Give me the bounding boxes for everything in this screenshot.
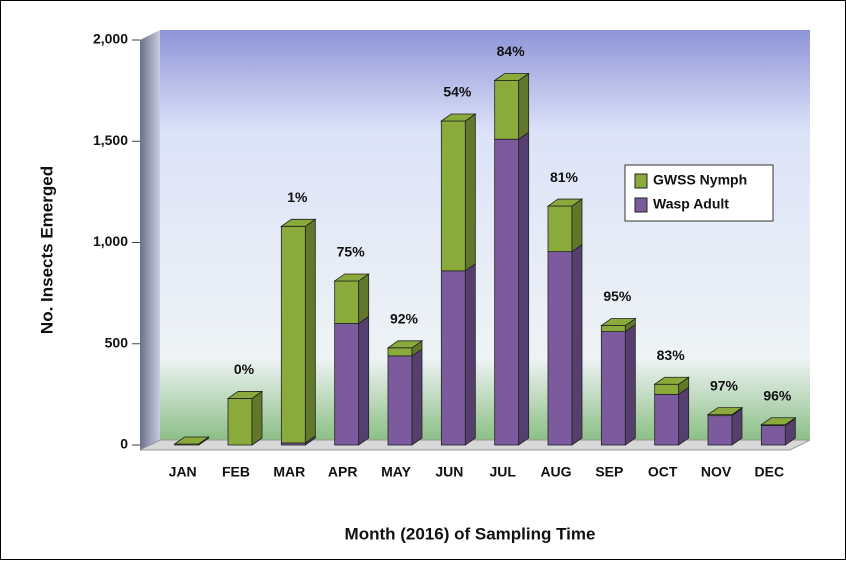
bar-label: 84% [497,43,526,59]
bar-side [464,263,476,446]
bar-top [280,218,317,227]
bar-top [173,436,210,445]
y-tick-label: 0 [120,436,128,452]
bar-side [518,72,530,140]
bar-side [251,390,263,446]
legend-swatch [634,173,648,189]
bar-side [518,131,530,446]
bar-side [358,315,370,446]
bar-label: 0% [234,361,255,377]
bar [707,415,733,446]
bar [494,80,520,140]
bar-label: 1% [287,189,308,205]
x-axis-label: Month (2016) of Sampling Time [345,524,596,543]
legend-box [624,164,774,222]
bar [494,138,520,446]
bar [280,225,306,444]
x-tick-label: DEC [755,464,785,480]
bar-label: 75% [337,244,366,260]
bar [654,393,680,446]
bar [387,355,413,446]
x-tick-label: JUL [489,464,516,480]
x-tick-label: SEP [595,464,623,480]
bar [440,120,466,272]
legend-swatch [634,197,648,213]
bar-label: 54% [443,84,472,100]
bar-side [624,323,636,446]
bar-label: 96% [763,387,792,403]
x-tick-label: FEB [222,464,250,480]
bar-top [386,340,424,349]
bar [227,398,253,446]
bar-top [600,318,637,326]
x-tick-label: JAN [169,464,197,480]
side-wall [140,30,160,450]
bar-top [493,73,530,81]
bar [547,205,573,253]
x-tick-label: AUG [540,464,571,480]
bar-label: 81% [550,169,579,185]
x-tick-label: OCT [648,464,678,480]
bar-side [464,113,476,272]
bar-side [571,198,583,253]
y-tick-label: 1,000 [93,233,128,249]
y-tick-label: 1,500 [93,132,128,148]
bar-top [546,198,584,207]
bar [600,325,626,332]
bar-side [678,386,690,446]
bar [334,280,360,324]
y-tick-label: 2,000 [93,31,128,47]
bar-side [411,348,423,446]
back-wall [160,30,810,440]
bar-top [226,391,264,399]
bar-side [571,243,583,446]
x-tick-label: MAY [381,464,411,480]
bar-side [358,273,370,325]
legend-label: GWSS Nymph [653,172,747,188]
bar [600,331,626,446]
bar [334,323,360,446]
x-tick-label: JUN [435,464,463,480]
x-tick-label: MAR [273,464,305,480]
bar [654,383,680,395]
x-tick-label: APR [328,464,358,480]
y-axis-label: No. Insects Emerged [37,166,56,334]
bar [440,270,466,446]
bar-top [706,407,744,416]
bar-top [653,376,690,385]
bar-label: 83% [657,347,686,363]
y-tick-label: 500 [105,334,129,350]
bar [547,251,573,446]
legend-label: Wasp Adult [653,196,729,212]
bar-top [440,113,477,122]
bar-side [304,218,316,444]
x-tick-label: NOV [701,464,732,480]
bar [760,425,786,446]
bar [387,347,413,357]
bar-top [760,417,797,426]
bar-label: 95% [603,288,632,304]
bar-label: 92% [390,311,419,327]
bar-top [333,273,370,282]
bar-label: 97% [710,377,739,393]
